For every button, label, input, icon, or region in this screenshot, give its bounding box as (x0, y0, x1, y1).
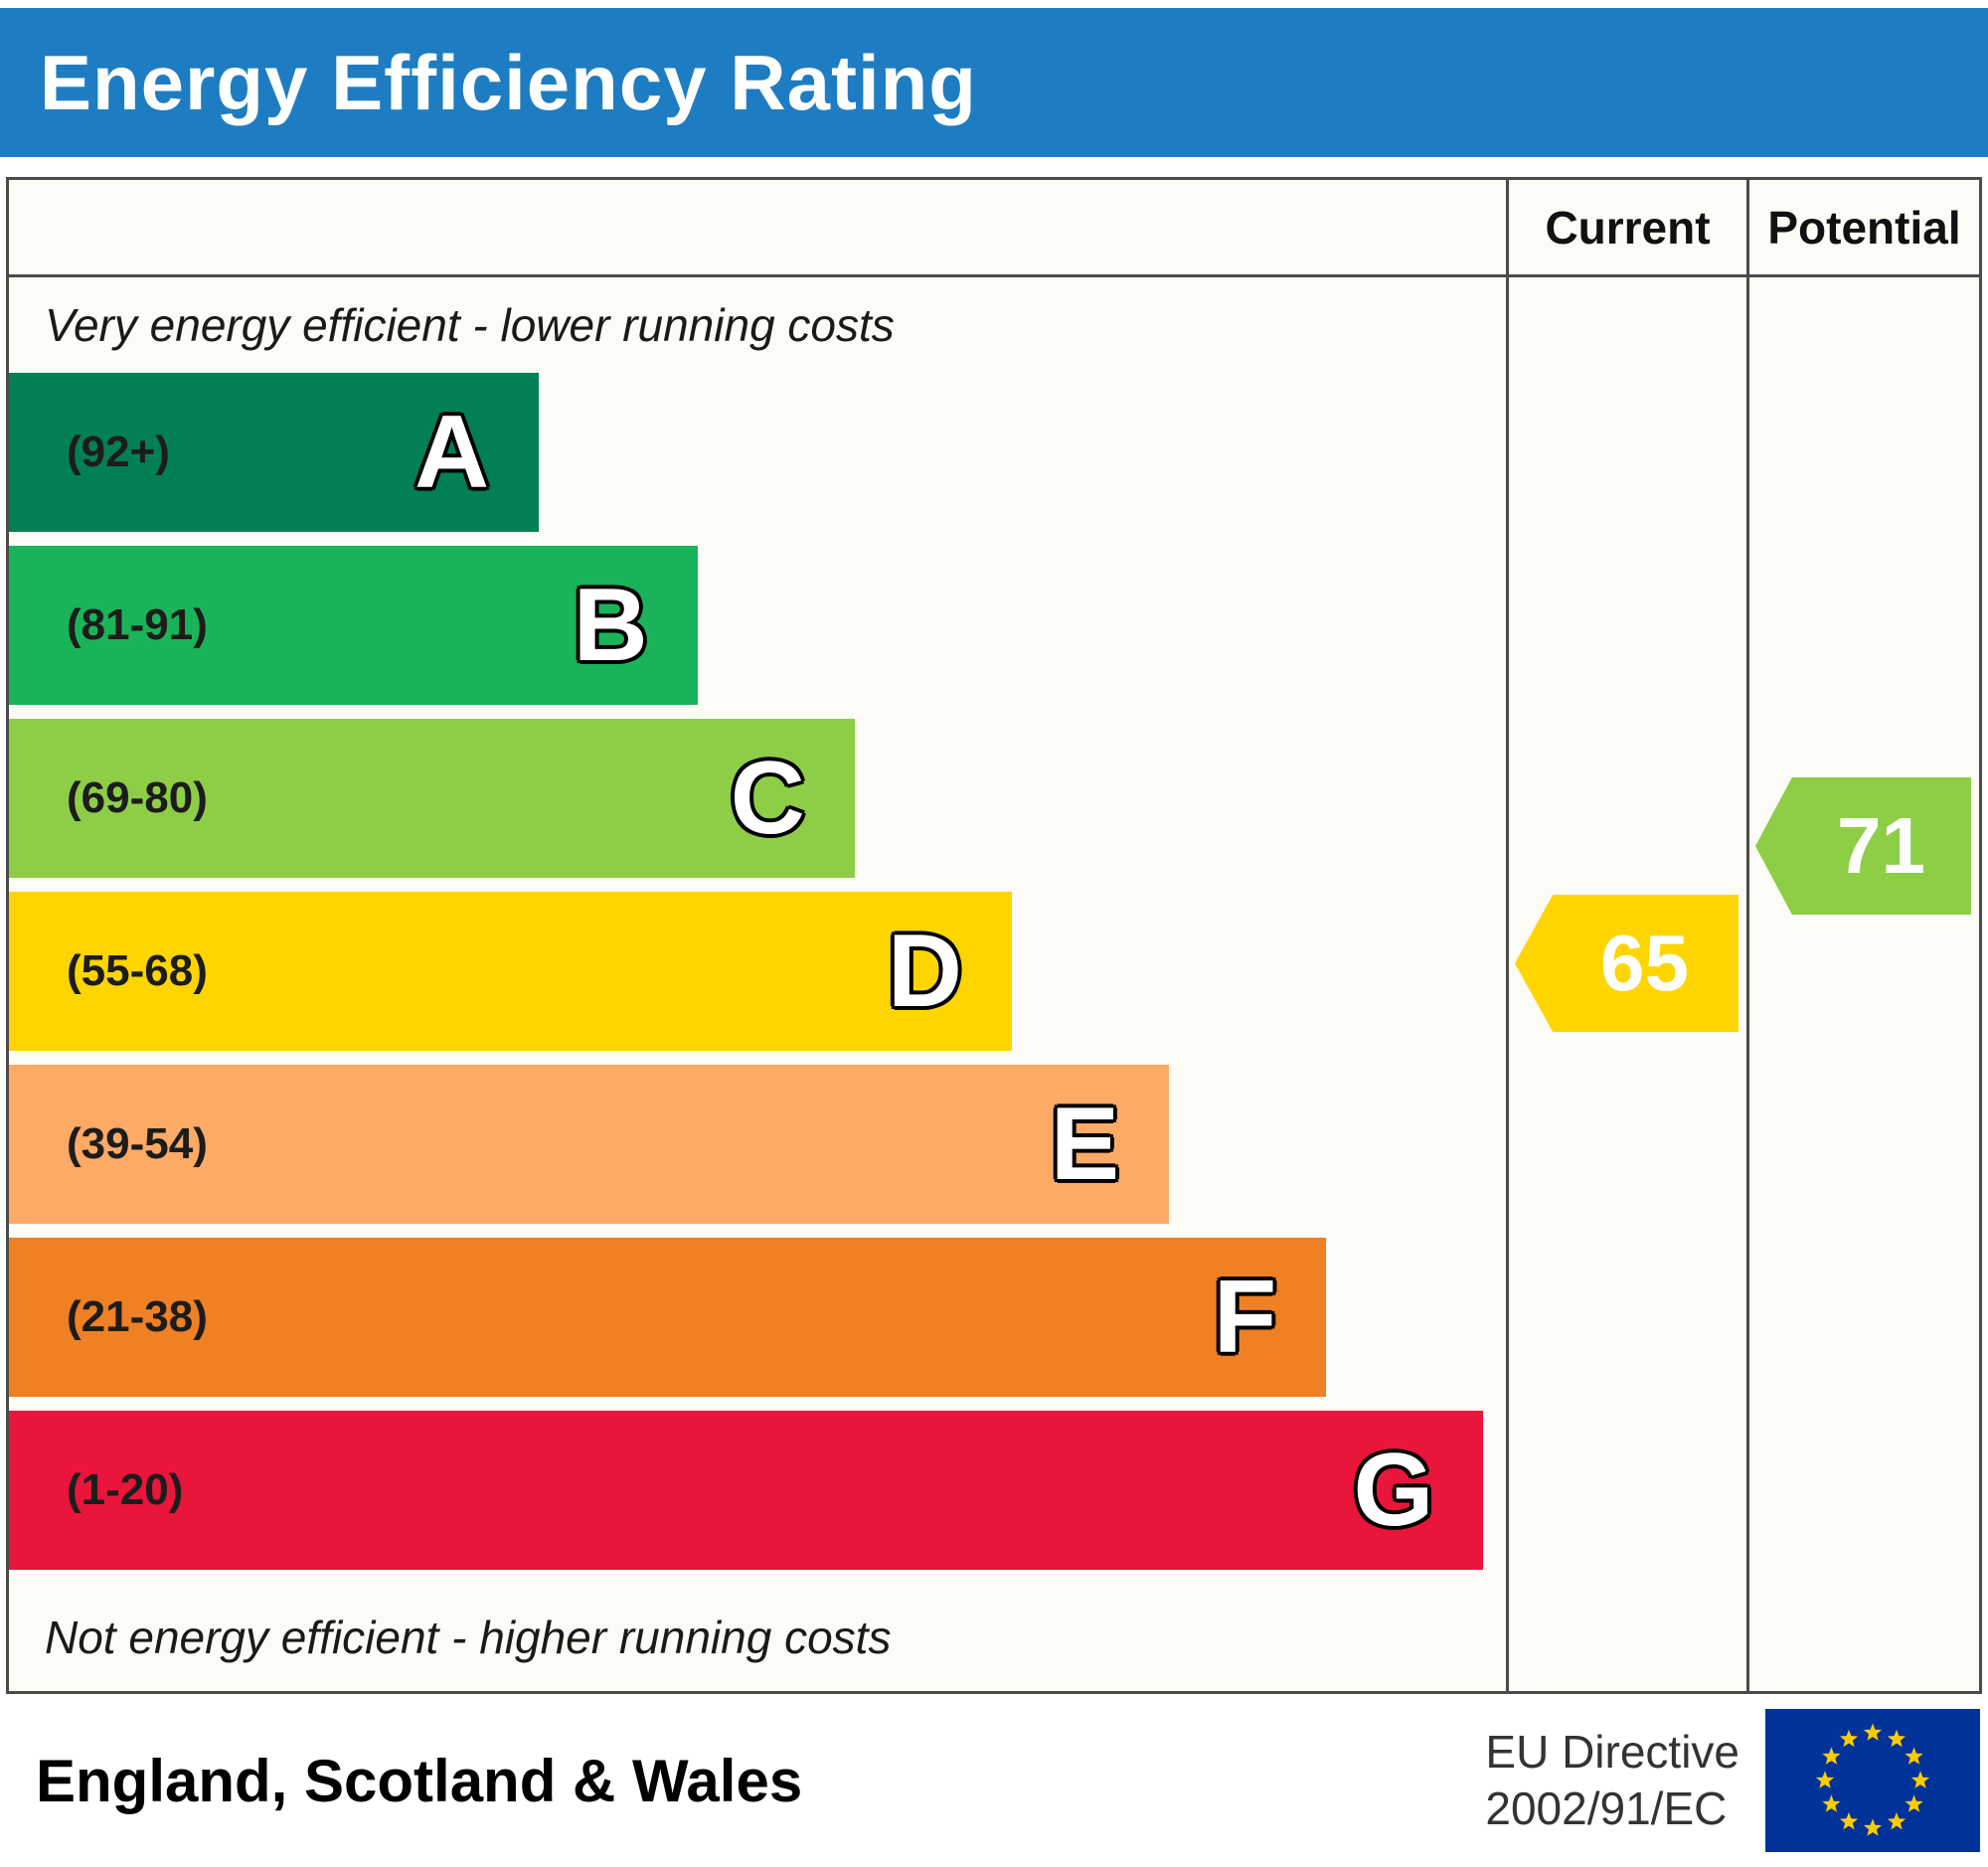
epc-chart-frame: Current Potential Very energy efficient … (6, 177, 1982, 1694)
footer: England, Scotland & Wales EU Directive 2… (0, 1694, 1988, 1867)
eu-flag-icon (1765, 1709, 1980, 1852)
footer-right: EU Directive 2002/91/EC (1485, 1709, 1980, 1852)
eu-directive-line2: 2002/91/EC (1485, 1782, 1728, 1834)
header-spacer (9, 180, 1506, 274)
band-row-E: (39-54) E (9, 1065, 1506, 1224)
band-letter: G (1353, 1433, 1434, 1548)
band-row-C: (69-80) C (9, 719, 1506, 878)
band-letter: F (1213, 1260, 1277, 1375)
potential-rating-arrow: 71 (1755, 777, 1971, 915)
potential-column-header: Potential (1746, 180, 1979, 274)
band-letter: C (730, 741, 805, 856)
band-bar-E: (39-54) E (9, 1065, 1170, 1224)
band-row-A: (92+) A (9, 373, 1506, 532)
band-letter: A (414, 395, 490, 510)
band-range-label: (1-20) (67, 1465, 184, 1514)
band-range-label: (81-91) (67, 600, 208, 649)
band-letter: B (573, 568, 648, 683)
band-row-G: (1-20) G (9, 1411, 1506, 1570)
band-range-label: (92+) (67, 427, 170, 476)
band-row-F: (21-38) F (9, 1238, 1506, 1397)
band-bar-C: (69-80) C (9, 719, 855, 878)
title-bar: Energy Efficiency Rating (0, 8, 1988, 157)
potential-rating-value: 71 (1837, 801, 1925, 890)
bottom-note: Not energy efficient - higher running co… (45, 1612, 892, 1663)
band-bar-B: (81-91) B (9, 546, 698, 705)
band-letter: E (1050, 1087, 1120, 1202)
region-label: England, Scotland & Wales (36, 1747, 803, 1814)
current-rating-arrow: 65 (1515, 895, 1739, 1032)
band-bar-G: (1-20) G (9, 1411, 1484, 1570)
band-bar-A: (92+) A (9, 373, 540, 532)
band-letter: D (887, 914, 963, 1029)
chart-header-row: Current Potential (9, 180, 1979, 277)
band-bar-F: (21-38) F (9, 1238, 1327, 1397)
potential-column: 71 (1746, 277, 1979, 1691)
band-bar-D: (55-68) D (9, 892, 1013, 1051)
band-row-B: (81-91) B (9, 546, 1506, 705)
band-row-D: (55-68) D (9, 892, 1506, 1051)
eu-directive-line1: EU Directive (1485, 1725, 1740, 1778)
top-note: Very energy efficient - lower running co… (45, 299, 895, 351)
current-column: 65 (1506, 277, 1746, 1691)
bands: (92+) A (81-91) B (69-80) C (55-68) D (39-54) E (2… (9, 373, 1506, 1584)
page-title: Energy Efficiency Rating (40, 38, 977, 126)
chart-body: Very energy efficient - lower running co… (9, 277, 1979, 1691)
bands-area: Very energy efficient - lower running co… (9, 277, 1506, 1691)
band-range-label: (21-38) (67, 1292, 208, 1341)
band-range-label: (55-68) (67, 946, 208, 995)
current-rating-value: 65 (1600, 919, 1689, 1007)
band-range-label: (69-80) (67, 773, 208, 822)
current-column-header: Current (1506, 180, 1746, 274)
eu-directive-label: EU Directive 2002/91/EC (1485, 1724, 1740, 1838)
band-range-label: (39-54) (67, 1119, 208, 1168)
